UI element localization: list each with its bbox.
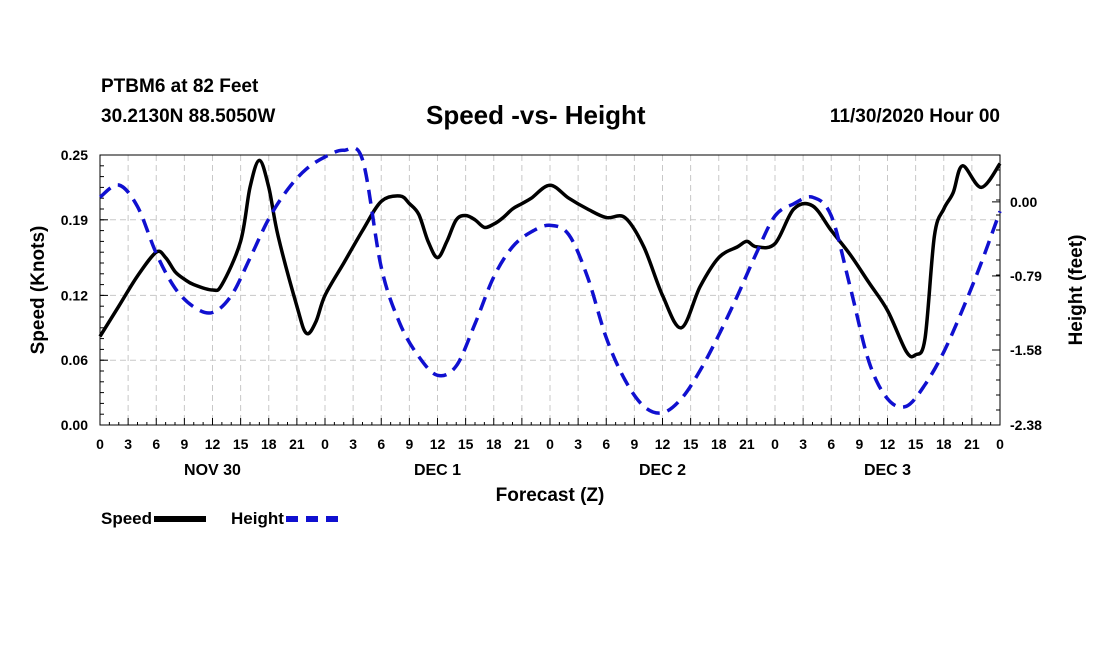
x-tick-label: 9 [405,436,413,452]
x-tick-label: 6 [152,436,160,452]
plot-frame [99,154,1001,426]
left-y-tick-label: 0.06 [61,352,88,368]
x-tick-label: 0 [546,436,554,452]
x-tick-label: 18 [711,436,727,452]
x-tick-label: 15 [458,436,474,452]
x-tick-label: 12 [205,436,221,452]
x-tick-label: 21 [289,436,305,452]
left-y-axis-title: Speed (Knots) [28,226,49,355]
legend-height-label: Height [231,509,284,528]
forecast-datetime: 11/30/2020 Hour 00 [829,106,1000,127]
x-tick-label: 15 [233,436,249,452]
x-tick-label: 12 [880,436,896,452]
x-tick-label: 0 [321,436,329,452]
x-tick-label: 21 [739,436,755,452]
date-label: NOV 30 [184,462,241,479]
x-tick-label: 18 [486,436,502,452]
left-y-tick-label: 0.12 [61,287,88,303]
left-y-tick-label: 0.19 [61,212,88,228]
x-tick-label: 0 [771,436,779,452]
x-tick-label: 3 [124,436,132,452]
coordinates-label: 30.2130N 88.5050W [101,106,276,127]
left-y-tick-label: 0.00 [61,417,88,433]
x-tick-label: 15 [908,436,924,452]
left-y-tick-label: 0.25 [61,147,88,163]
x-tick-label: 12 [430,436,446,452]
right-y-tick-label: -2.38 [1010,417,1042,433]
x-tick-label: 0 [996,436,1004,452]
x-axis-title: Forecast (Z) [496,485,605,506]
x-tick-label: 21 [964,436,980,452]
x-tick-label: 9 [855,436,863,452]
x-tick-label: 3 [349,436,357,452]
x-tick-label: 6 [377,436,385,452]
x-tick-label: 15 [683,436,699,452]
legend-speed-label: Speed [101,509,153,528]
right-y-tick-label: -0.79 [1010,268,1042,284]
x-tick-label: 12 [655,436,671,452]
legend-height-swatch [285,516,338,522]
x-tick-label: 3 [574,436,582,452]
x-tick-label: 18 [936,436,952,452]
right-y-axis-title: Height (feet) [1066,235,1087,346]
date-label: DEC 2 [639,462,686,479]
right-y-tick-label: -1.58 [1010,342,1042,358]
legend-speed: Speed [101,509,207,529]
x-tick-label: 0 [96,436,104,452]
date-label: DEC 1 [414,462,461,479]
x-tick-label: 18 [261,436,277,452]
legend-height: Height [231,509,338,529]
x-tick-label: 9 [630,436,638,452]
x-tick-label: 9 [180,436,188,452]
legend-speed-swatch [154,516,207,522]
date-label: DEC 3 [864,462,911,479]
right-y-tick-label: 0.00 [1010,194,1037,210]
height-series-line [98,146,1002,415]
station-label: PTBM6 at 82 Feet [101,76,259,97]
x-tick-label: 6 [827,436,835,452]
x-tick-label: 6 [602,436,610,452]
x-tick-label: 21 [514,436,530,452]
chart-title: Speed -vs- Height [426,100,646,130]
speed-series-line [98,158,1002,359]
x-tick-label: 3 [799,436,807,452]
